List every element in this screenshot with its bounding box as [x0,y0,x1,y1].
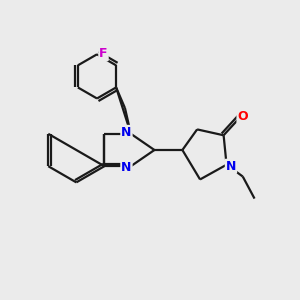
Text: N: N [121,126,132,139]
Text: N: N [226,160,236,173]
Text: N: N [121,161,132,174]
Text: O: O [237,110,248,123]
Text: F: F [99,47,108,60]
